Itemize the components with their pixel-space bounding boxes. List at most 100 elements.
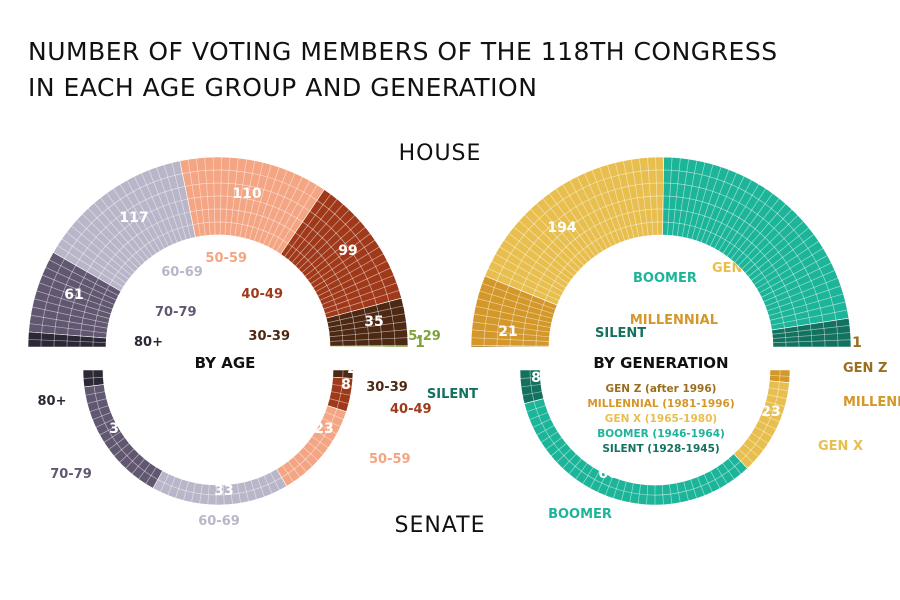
seat-divider	[672, 157, 681, 236]
seat-divider	[612, 479, 620, 499]
value-label-30-39: 2	[347, 361, 357, 377]
seat-divider	[629, 482, 634, 503]
seat-divider	[545, 437, 563, 450]
seat-divider	[630, 159, 644, 237]
seat-divider	[622, 160, 640, 238]
seat-divider	[686, 162, 706, 239]
seat-divider	[530, 208, 585, 266]
seat-divider	[108, 437, 126, 450]
seat-divider	[76, 219, 135, 273]
seat-divider	[244, 162, 264, 239]
seat-divider	[756, 247, 824, 290]
seat-divider	[676, 158, 690, 237]
category-label-gen-z: GEN Z	[843, 361, 887, 376]
seat-divider	[575, 462, 588, 480]
seat-divider	[148, 169, 178, 243]
seat-divider	[716, 466, 728, 485]
value-label-30-39: 35	[364, 314, 383, 330]
segment-80	[27, 331, 107, 348]
seat-divider	[204, 157, 211, 236]
seat-divider	[726, 193, 774, 257]
seat-divider	[329, 337, 408, 342]
seat-divider	[199, 483, 203, 504]
seat-divider	[328, 321, 407, 333]
seat-divider	[521, 384, 541, 388]
seat-divider	[207, 484, 210, 505]
seat-divider	[119, 183, 161, 252]
seat-divider	[669, 484, 673, 504]
seat-divider	[327, 305, 404, 324]
seat-ring	[496, 285, 510, 346]
seat-divider	[532, 418, 552, 428]
seat-divider	[705, 172, 737, 245]
seat-divider	[700, 169, 730, 243]
seat-divider	[584, 172, 617, 245]
seat-divider	[303, 446, 319, 461]
seat-divider	[291, 203, 344, 264]
seat-divider	[513, 226, 575, 277]
seat-divider	[772, 332, 851, 339]
seat-divider	[92, 412, 112, 421]
seat-divider	[738, 448, 754, 463]
seat-divider	[312, 246, 380, 289]
segment-boomer	[662, 156, 850, 331]
seat-divider	[298, 214, 356, 270]
seat-divider	[298, 451, 313, 467]
seat-divider	[758, 420, 777, 430]
seat-ring	[483, 280, 498, 346]
seat-divider	[768, 387, 789, 392]
category-label-silent: SILENT	[595, 326, 646, 341]
seat-divider	[591, 169, 621, 243]
seat-divider	[45, 266, 117, 301]
category-label-millennial: MILLENNIAL	[630, 313, 718, 328]
seat-divider	[770, 309, 848, 326]
legend-item-millennial-1981-1996: MILLENNIAL (1981-1996)	[587, 398, 734, 410]
seat-divider	[141, 172, 174, 245]
seat-divider	[655, 157, 659, 236]
seat-divider	[604, 476, 613, 496]
seat-divider	[159, 473, 170, 493]
seat-divider	[87, 208, 142, 266]
seat-divider	[568, 458, 582, 475]
seat-divider	[287, 198, 338, 260]
category-label-80: 80+	[134, 335, 163, 350]
seat-divider	[42, 274, 115, 305]
seat-divider	[234, 159, 247, 237]
chart-senate-by-generation: 3 MILLENNIAL 23 GEN X 66 BOOMER 8 SILENT	[427, 362, 900, 522]
seat-divider	[747, 438, 764, 451]
seat-divider	[95, 418, 115, 428]
seat-divider	[562, 453, 577, 469]
value-label-40-49: 8	[341, 377, 351, 393]
seat-divider	[295, 209, 350, 267]
seat-divider	[106, 192, 153, 257]
seat-divider	[36, 290, 112, 315]
category-label-80: 80+	[38, 394, 67, 409]
seat-divider	[475, 305, 552, 324]
seat-ring	[533, 400, 741, 496]
chart-senate-by-age: 2 30-39 8 40-49 23 50-59 33 60-69 30 70-79 4 80+	[38, 361, 432, 529]
seat-divider	[737, 209, 793, 267]
seat-divider	[576, 176, 612, 247]
seat-divider	[229, 158, 239, 236]
seat-divider	[691, 164, 714, 240]
senate-heading: SENATE	[394, 513, 485, 538]
seat-divider	[741, 214, 799, 270]
seat-divider	[529, 412, 549, 421]
seat-divider	[103, 431, 122, 443]
segment-50-59	[276, 405, 347, 487]
category-label-60-69: 60-69	[198, 514, 240, 529]
seat-divider	[769, 375, 790, 377]
seat-divider	[709, 176, 745, 247]
value-label-millennial: 3	[798, 362, 808, 378]
seat-divider	[145, 466, 157, 485]
seat-divider	[540, 431, 559, 443]
seat-divider	[582, 466, 594, 485]
seat-divider	[195, 158, 206, 236]
seat-divider	[66, 232, 129, 280]
category-label-70-79: 70-79	[155, 305, 197, 320]
seat-divider	[667, 157, 673, 236]
seat-divider	[526, 405, 546, 413]
category-label-50-59: 50-59	[369, 452, 411, 467]
seat-divider	[82, 213, 139, 269]
